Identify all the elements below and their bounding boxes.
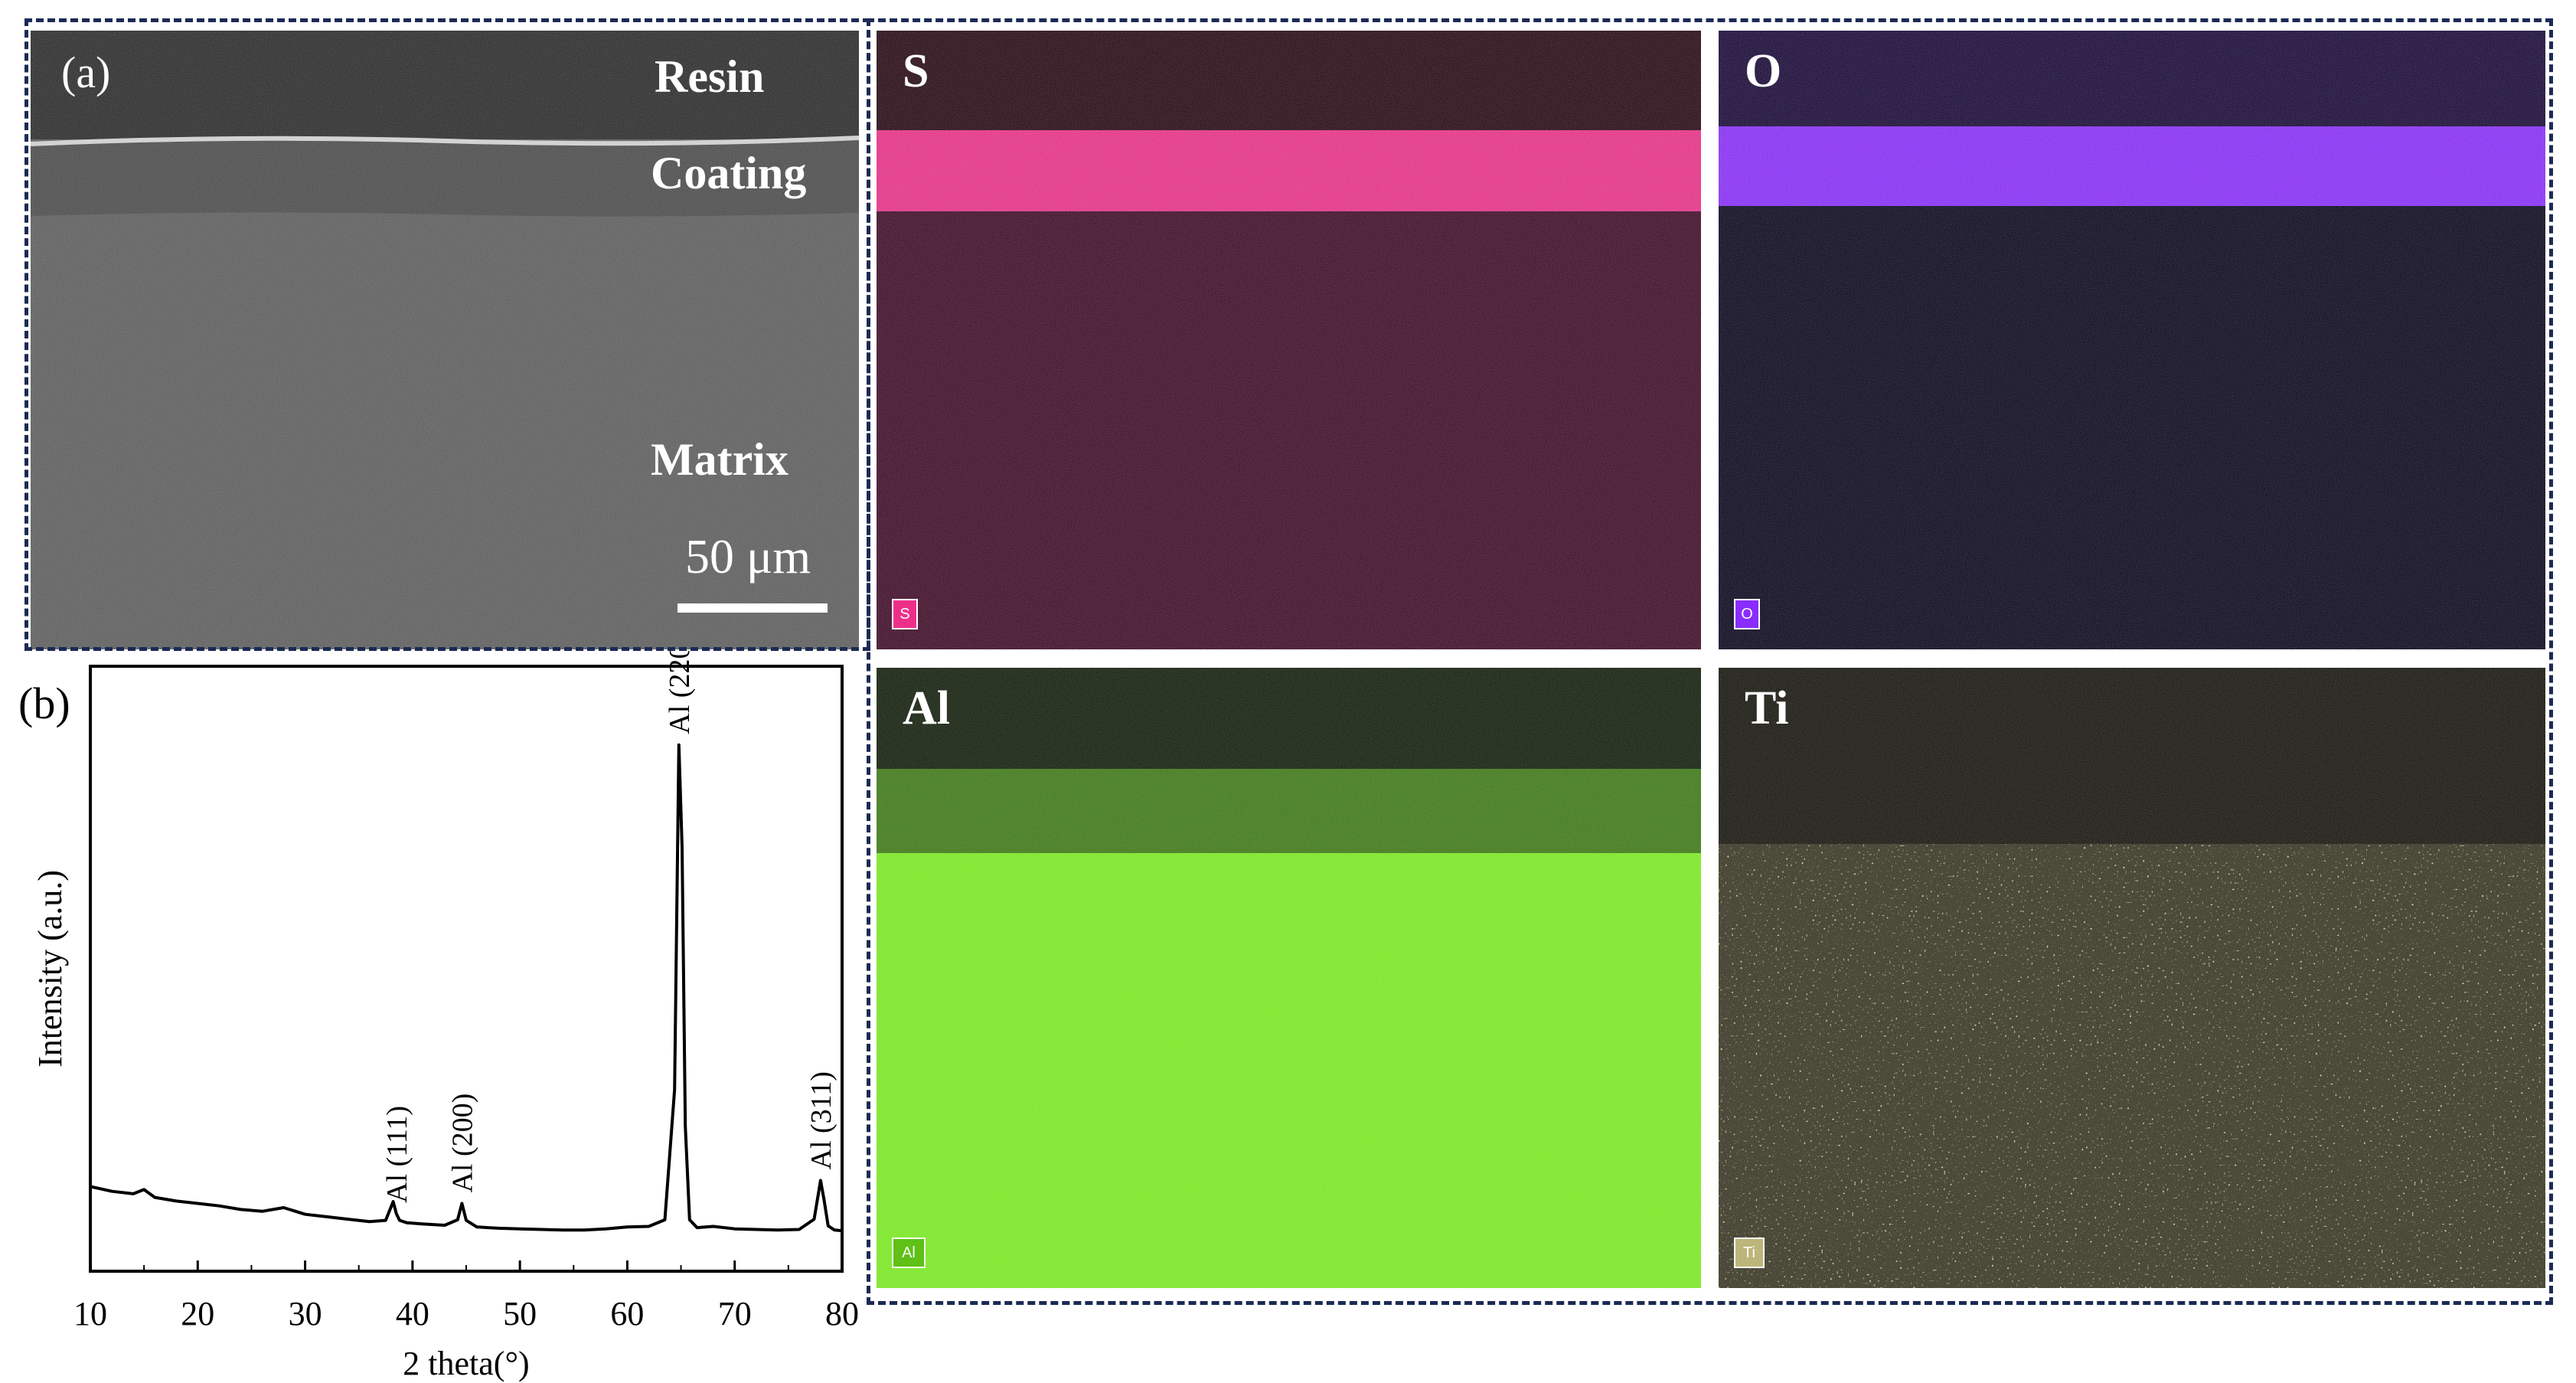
map-al: Al Al [877, 668, 1701, 1288]
x-tick-label: 30 [289, 1295, 322, 1332]
map-o-badge: O [1734, 599, 1760, 629]
x-tick-label: 80 [825, 1295, 859, 1332]
xrd-chart: 10 20 30 40 50 60 70 80 2 theta(°) Intensity (a.u… [0, 651, 867, 1383]
matrix-label: Matrix [651, 434, 788, 485]
map-o: O O [1719, 31, 2545, 649]
map-al-label: Al [903, 682, 950, 734]
peak-label: Al (311) [805, 1071, 837, 1169]
map-ti-label: Ti [1745, 682, 1789, 734]
peak-label: Al (111) [381, 1106, 413, 1203]
x-tick-label: 60 [610, 1295, 644, 1332]
x-tick-label: 20 [181, 1295, 214, 1332]
x-tick-label: 50 [503, 1295, 537, 1332]
sem-image: (a) Resin Coating Matrix 50 μm [31, 31, 859, 649]
x-tick-label: 40 [396, 1295, 429, 1332]
coating-label: Coating [651, 148, 807, 198]
xrd-line [90, 743, 843, 1233]
map-s: S S [877, 31, 1701, 649]
xrd-plot: 10 20 30 40 50 60 70 80 2 theta(°) Intensity (a.u… [31, 651, 859, 1382]
map-ti: Ti Ti [1719, 668, 2545, 1288]
peak-label: Al (200) [446, 1094, 478, 1193]
map-o-label: O [1745, 45, 1782, 97]
panel-b-letter: (b) [18, 678, 70, 728]
map-s-label: S [903, 45, 929, 97]
map-ti-badge: Ti [1734, 1238, 1765, 1268]
x-tick-label: 70 [718, 1295, 752, 1332]
scale-bar [677, 603, 828, 613]
resin-label: Resin [655, 51, 765, 102]
peak-label: Al (220) [664, 651, 696, 734]
panel-a-letter: (a) [61, 47, 111, 97]
x-axis-label: 2 theta(°) [403, 1345, 529, 1382]
x-tick-label: 10 [73, 1295, 107, 1332]
map-s-badge: S [892, 599, 918, 629]
y-axis-label: Intensity (a.u.) [31, 870, 69, 1067]
scale-bar-label: 50 μm [685, 529, 811, 584]
map-al-badge: Al [892, 1238, 926, 1268]
